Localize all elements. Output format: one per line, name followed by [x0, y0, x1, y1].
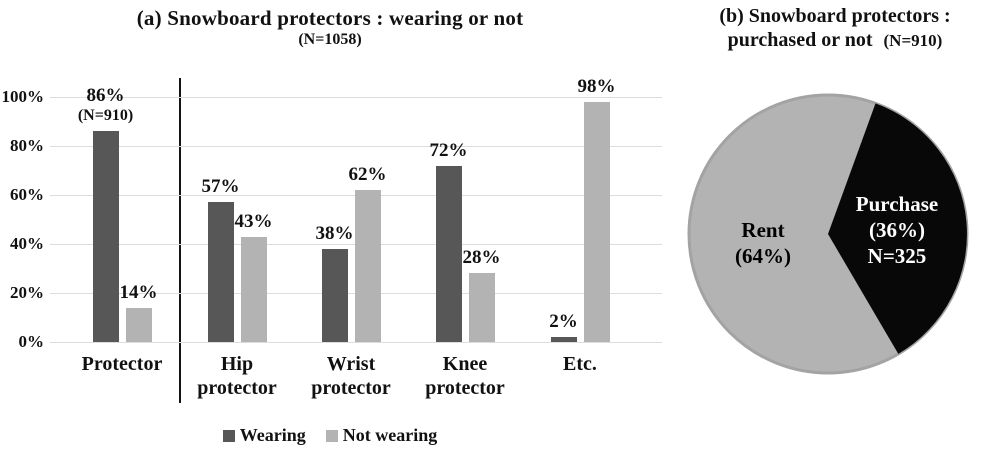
purchase-label-percent: (36%): [869, 218, 925, 242]
bar-wearing: [435, 165, 462, 342]
legend-label-not-wearing: Not wearing: [342, 425, 438, 445]
purchase-label-n: N=325: [867, 244, 927, 268]
y-tick-label: 0%: [18, 332, 45, 351]
bar-value-label: 57%: [201, 176, 240, 198]
pie-title-n: (N=910): [883, 31, 943, 50]
bar-not-wearing: [583, 101, 610, 342]
group-divider-line: [179, 78, 181, 403]
pie-label-purchase: Purchase (36%) N=325: [832, 191, 962, 269]
bar-n-sublabel: (N=910): [77, 107, 134, 125]
bar-not-wearing: [125, 307, 152, 342]
gridline: [50, 342, 662, 343]
category-label: Wrist protector: [311, 353, 391, 399]
pie-slice-purchase: [828, 103, 967, 354]
pie-chart: [687, 93, 969, 375]
y-tick-label: 100%: [1, 87, 45, 106]
bar-value-label: 43%: [234, 210, 273, 232]
bar-wearing: [550, 337, 577, 342]
pie-title-line1: (b) Snowboard protectors :: [719, 5, 951, 27]
legend-item-wearing: Wearing: [222, 425, 306, 446]
bar-not-wearing: [468, 273, 495, 342]
bar-value-label: 86% (N=910): [61, 85, 151, 126]
category-label: Hip protector: [197, 353, 277, 399]
bar-value-label: 14%: [119, 281, 158, 303]
gridline: [50, 97, 662, 98]
pie-chart-title: (b) Snowboard protectors : purchased or …: [672, 4, 998, 53]
wearing-swatch-icon: [222, 429, 235, 442]
y-tick-label: 40%: [10, 234, 44, 253]
category-label: Knee protector: [425, 353, 505, 399]
purchase-label-name: Purchase: [855, 192, 939, 216]
pie-title-line2-text: purchased or not: [727, 29, 873, 51]
pie-title-line2: purchased or not (N=910): [672, 28, 998, 53]
bar-not-wearing: [354, 190, 381, 342]
bar-chart-title: (a) Snowboard protectors : wearing or no…: [136, 6, 524, 30]
legend-item-not-wearing: Not wearing: [325, 425, 438, 446]
gridline: [50, 146, 662, 147]
rent-label-name: Rent: [741, 218, 785, 242]
bar-chart-subtitle: (N=1058): [298, 31, 362, 48]
bar-not-wearing: [240, 236, 267, 342]
pie-label-rent: Rent (64%): [698, 217, 828, 269]
not-wearing-swatch-icon: [325, 429, 338, 442]
bar-value-label: 62%: [348, 164, 387, 186]
bar-value-label: 28%: [462, 247, 501, 269]
bar-value-label: 72%: [429, 139, 468, 161]
legend-label-wearing: Wearing: [239, 425, 306, 445]
bar-wearing: [321, 248, 348, 342]
category-label: Protector: [81, 353, 163, 375]
y-tick-label: 60%: [10, 185, 44, 204]
bar-wearing: [207, 202, 234, 342]
bar-wearing: [92, 131, 119, 342]
bar-chart-legend: Wearing Not wearing: [0, 425, 660, 446]
bar-value-label: 2%: [549, 311, 578, 333]
bar-value-label: 38%: [315, 222, 354, 244]
bar-value-label: 98%: [577, 75, 616, 97]
y-tick-label: 20%: [10, 283, 44, 302]
y-tick-label: 80%: [10, 136, 44, 155]
rent-label-percent: (64%): [735, 244, 791, 268]
category-label: Etc.: [563, 353, 597, 375]
